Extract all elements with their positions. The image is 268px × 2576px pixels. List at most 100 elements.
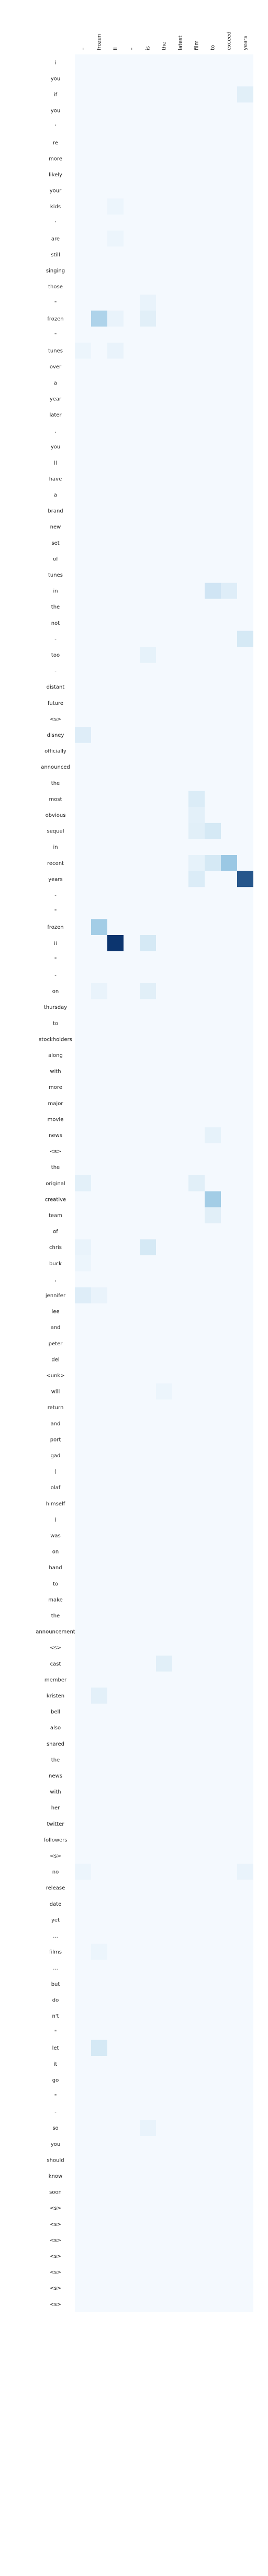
heatmap-cell	[237, 807, 253, 824]
heatmap-cell	[91, 2232, 107, 2248]
row-label: major	[48, 1101, 64, 1107]
heatmap-cell	[205, 2136, 221, 2152]
heatmap-cell	[91, 2136, 107, 2152]
heatmap-cell	[107, 983, 124, 999]
heatmap-cell	[221, 70, 237, 87]
heatmap-cell	[188, 743, 205, 759]
row-label: n't	[52, 2013, 59, 2019]
heatmap-cell	[172, 791, 188, 807]
heatmap-cell	[172, 246, 188, 263]
heatmap-cell	[221, 102, 237, 119]
row-label: -	[54, 669, 57, 674]
heatmap-cell	[237, 1207, 253, 1224]
heatmap-cell	[156, 1559, 172, 1576]
heatmap-cell	[140, 262, 156, 279]
heatmap-cell	[91, 86, 107, 103]
heatmap-cell	[237, 1816, 253, 1832]
heatmap-cell	[107, 1207, 124, 1224]
row-label: tunes	[48, 572, 63, 578]
heatmap-cell	[172, 1351, 188, 1368]
heatmap-cell	[91, 743, 107, 759]
heatmap-cell	[75, 150, 91, 167]
heatmap-cell	[188, 470, 205, 487]
heatmap-cell	[205, 1031, 221, 1048]
heatmap-cell	[205, 582, 221, 599]
heatmap-cell	[172, 1431, 188, 1448]
row-label: more	[49, 156, 62, 162]
heatmap-cell	[237, 262, 253, 279]
heatmap-cell	[91, 1671, 107, 1688]
heatmap-cell	[107, 1928, 124, 1944]
heatmap-cell	[140, 1543, 156, 1560]
row-label: "	[54, 2094, 57, 2099]
heatmap-cell	[107, 567, 124, 583]
heatmap-cell	[221, 1719, 237, 1736]
heatmap-cell	[107, 1736, 124, 1752]
heatmap-cell	[107, 1559, 124, 1576]
heatmap-cell	[237, 1607, 253, 1624]
heatmap-cell	[205, 1703, 221, 1720]
heatmap-cell	[140, 615, 156, 631]
heatmap-cell	[107, 70, 124, 87]
heatmap-cell	[172, 1175, 188, 1191]
heatmap-cell	[156, 615, 172, 631]
heatmap-cell	[140, 1415, 156, 1432]
row-label: -	[54, 2110, 57, 2116]
heatmap-cell	[188, 1960, 205, 1976]
row-label: you	[51, 76, 60, 82]
heatmap-cell	[188, 407, 205, 423]
heatmap-cell	[156, 2120, 172, 2136]
heatmap-cell	[140, 1896, 156, 1912]
heatmap-cell	[156, 2152, 172, 2168]
heatmap-cell	[188, 1207, 205, 1224]
heatmap-cell	[188, 1255, 205, 1272]
heatmap-cell	[91, 134, 107, 151]
heatmap-cell	[156, 887, 172, 904]
heatmap-cell	[140, 1495, 156, 1512]
row-label: buck	[49, 1261, 62, 1267]
heatmap-cell	[140, 1223, 156, 1240]
heatmap-cell	[75, 1639, 91, 1656]
heatmap-cell	[172, 1047, 188, 1064]
heatmap-cell	[172, 342, 188, 359]
heatmap-cell	[75, 679, 91, 695]
heatmap-cell	[205, 230, 221, 247]
heatmap-cell	[75, 1383, 91, 1400]
heatmap-cell	[91, 839, 107, 856]
heatmap-cell	[91, 1159, 107, 1176]
heatmap-cell	[124, 86, 140, 103]
heatmap-cell	[237, 230, 253, 247]
heatmap-cell	[107, 647, 124, 663]
heatmap-cell	[124, 1896, 140, 1912]
heatmap-cell	[107, 807, 124, 824]
heatmap-cell	[91, 198, 107, 215]
heatmap-cell	[124, 1495, 140, 1512]
heatmap-cell	[205, 1943, 221, 1960]
heatmap-cell	[156, 54, 172, 71]
heatmap-cell	[205, 1656, 221, 1672]
heatmap-cell	[172, 215, 188, 231]
heatmap-cell	[188, 1639, 205, 1656]
heatmap-cell	[124, 2023, 140, 2040]
heatmap-cell	[237, 1479, 253, 1496]
heatmap-cell	[140, 695, 156, 711]
heatmap-cell	[205, 2023, 221, 2040]
heatmap-cell	[75, 86, 91, 103]
heatmap-cell	[140, 1559, 156, 1576]
heatmap-cell	[75, 855, 91, 871]
heatmap-cell	[75, 1751, 91, 1768]
heatmap-cell	[124, 823, 140, 839]
row-label: tunes	[48, 348, 63, 354]
heatmap-cell	[124, 647, 140, 663]
heatmap-cell	[140, 759, 156, 775]
heatmap-cell	[156, 2056, 172, 2072]
heatmap-cell	[91, 230, 107, 247]
heatmap-cell	[172, 1799, 188, 1816]
heatmap-cell	[221, 1367, 237, 1384]
heatmap-cell	[221, 1736, 237, 1752]
row-label: olaf	[51, 1485, 61, 1491]
row-label: you	[51, 108, 60, 114]
heatmap-cell	[237, 1703, 253, 1720]
heatmap-cell	[140, 807, 156, 824]
heatmap-cell	[156, 919, 172, 936]
